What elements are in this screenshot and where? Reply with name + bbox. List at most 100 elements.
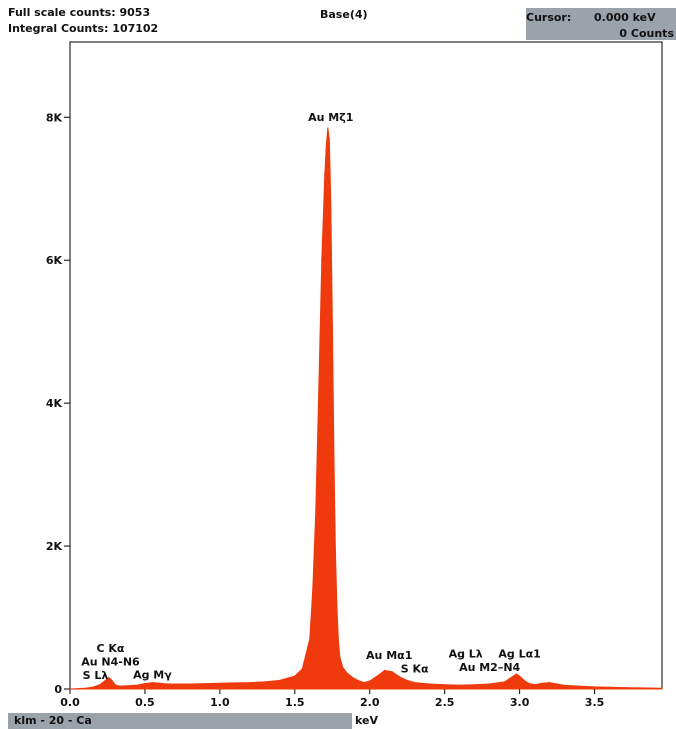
y-tick-label: 2K: [46, 540, 63, 553]
spectrum-point: [136, 684, 138, 686]
spectrum-point: [166, 683, 168, 685]
spectrum-point: [444, 684, 446, 686]
peak-label: C Kα: [96, 642, 124, 655]
spectrum-point: [369, 680, 371, 682]
spectrum-point: [103, 680, 106, 682]
y-tick-label: 0: [54, 683, 62, 696]
full-scale-counts: Full scale counts: 9053: [8, 6, 151, 19]
spectrum-point: [346, 672, 348, 674]
spectrum-point: [336, 602, 338, 604]
spectrum-point: [504, 681, 506, 683]
cursor-counts: 0 Counts: [619, 27, 674, 40]
x-tick-label: 1.5: [285, 696, 305, 709]
y-tick-label: 6K: [46, 254, 63, 267]
spectrum-point: [328, 138, 330, 140]
spectrum-point: [174, 683, 176, 685]
spectrum-point: [489, 683, 491, 685]
peak-label: Au Mα1: [366, 649, 412, 662]
spectrum-point: [406, 679, 408, 682]
axes: 0 2K 4K 6K 8K 0.0 0.5 1.0 1.5 2.0 2.5 3.0 3.5: [46, 111, 604, 709]
cursor-energy: 0.000 keV: [594, 11, 656, 24]
spectrum-point: [391, 671, 393, 673]
spectrum-point: [91, 686, 94, 688]
spectrum-point: [594, 686, 596, 688]
integral-counts: Integral Counts: 107102: [8, 22, 159, 35]
spectrum-point: [399, 676, 401, 678]
spectrum-point: [118, 685, 121, 687]
y-tick-label: 8K: [46, 111, 63, 124]
spectrum-point: [219, 682, 221, 684]
spectrum-point: [516, 673, 518, 675]
spectrum-point: [144, 683, 146, 685]
peak-label: Ag Lα1: [498, 648, 540, 661]
spectrum-point: [294, 675, 296, 677]
cursor-label: Cursor:: [526, 11, 572, 24]
x-tick-label: 2.0: [360, 696, 380, 709]
peak-label: Au M2–N4: [459, 661, 520, 674]
spectrum-point: [414, 682, 416, 684]
element-list-label: klm - 20 - Ca: [14, 714, 92, 727]
spectrum-point: [189, 683, 191, 685]
spectrum-point: [327, 127, 329, 129]
plot-frame: [69, 41, 663, 690]
spectrum-point: [351, 676, 353, 678]
plot-area[interactable]: [69, 127, 663, 690]
spectrum-point: [333, 445, 335, 447]
x-tick-label: 0.5: [135, 696, 155, 709]
x-tick-label: 3.0: [510, 696, 530, 709]
status-bar: klm - 20 - Ca: [8, 713, 352, 729]
spectrum-point: [309, 638, 311, 640]
peak-label: Au N4-N6: [81, 655, 140, 668]
x-tick-label: 2.5: [435, 696, 455, 709]
spectrum-point: [325, 145, 327, 147]
spectrum-point: [541, 682, 543, 684]
spectrum-point: [564, 684, 566, 687]
spectrum-point: [549, 682, 551, 684]
spectrum-point: [334, 545, 336, 547]
spectrum-point: [638, 687, 641, 689]
spectrum-point: [279, 679, 281, 682]
spectrum-point: [84, 687, 86, 689]
spectrum-point: [339, 656, 341, 658]
peak-label: Au Mζ1: [308, 111, 353, 124]
spectrum-point: [459, 684, 461, 686]
spectrum-point: [318, 388, 320, 390]
spectrum-point: [534, 684, 536, 686]
chart-title: Base(4): [320, 8, 368, 21]
peak-label: S Lλ: [83, 669, 109, 682]
y-tick-label: 4K: [46, 397, 63, 410]
peak-label: S Kα: [401, 663, 429, 676]
x-tick-label: 3.5: [585, 696, 605, 709]
spectrum-point: [264, 681, 266, 683]
spectrum-point: [556, 683, 558, 685]
spectrum-point: [342, 667, 344, 669]
spectrum-point: [474, 684, 476, 686]
spectrum-point: [384, 669, 386, 672]
spectrum-point: [363, 682, 365, 684]
spectrum-point: [330, 202, 332, 204]
spectrum-point: [114, 684, 116, 686]
cursor-readout: Cursor: 0.000 keV 0 Counts: [526, 8, 676, 40]
spectrum-point: [249, 682, 251, 684]
spectrum-point: [312, 588, 314, 590]
spectrum-point: [204, 683, 206, 685]
spectrum-point: [111, 679, 113, 682]
spectrum-point: [429, 683, 431, 685]
spectrum-point: [315, 509, 317, 511]
peak-label: Ag Lλ: [449, 648, 483, 661]
spectrum-point: [126, 685, 128, 687]
spectrum-point: [511, 676, 513, 678]
spectrum-point: [519, 675, 521, 677]
spectrum-point: [357, 679, 359, 682]
peak-label: Ag Mγ: [133, 668, 172, 681]
spectrum-point: [523, 679, 525, 682]
spectrum-point: [69, 688, 71, 690]
spectrum-point: [623, 687, 626, 689]
spectrum-point: [608, 686, 611, 688]
spectrum-point: [108, 677, 110, 679]
spectrum-point: [321, 259, 323, 261]
spectrum-point: [528, 682, 530, 684]
spectrum-point: [324, 173, 326, 175]
